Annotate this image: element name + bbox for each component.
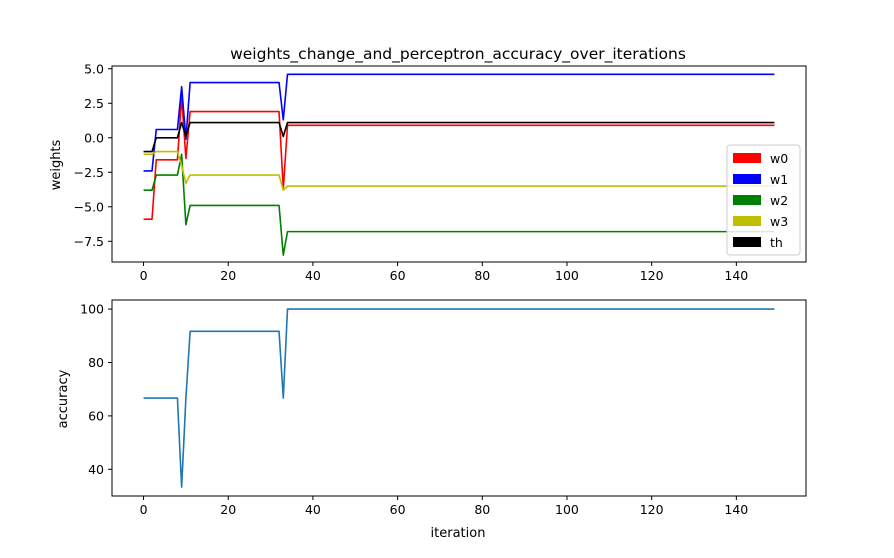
legend-label-w0: w0 xyxy=(770,151,788,166)
weights-series-th-line xyxy=(143,121,775,153)
weights-series-w3-line xyxy=(143,150,775,192)
weights-y-axis-label: weights xyxy=(49,139,64,190)
accuracy-x-tick-label: 60 xyxy=(390,502,406,517)
weights-x-tick-label: 0 xyxy=(140,268,148,283)
accuracy-y-tick-label: 60 xyxy=(88,408,104,423)
weights-series-w2-line xyxy=(143,153,775,256)
weights-x-tick-label: 100 xyxy=(555,268,579,283)
weights-y-tick-label: −7.5 xyxy=(74,234,104,249)
legend-label-th: th xyxy=(770,235,783,250)
legend-label-w2: w2 xyxy=(770,193,788,208)
accuracy-x-tick-label: 120 xyxy=(640,502,664,517)
weights-axes: 0 20 40 60 80 100 120 140 −7.5 −5.0 −2.5 0.0 2.5 5.0 w… xyxy=(74,61,807,283)
accuracy-plot-frame xyxy=(111,299,807,497)
weights-x-tick-label: 80 xyxy=(474,268,490,283)
accuracy-axes: 0 20 40 60 80 100 120 140 40 60 80 100 xyxy=(80,299,807,517)
legend-swatch-w2 xyxy=(733,195,761,205)
legend-swatch-w1 xyxy=(733,174,761,184)
weights-x-tick-label: 20 xyxy=(220,268,236,283)
legend-box xyxy=(726,144,801,256)
weights-x-tick-label: 60 xyxy=(390,268,406,283)
weights-y-tick-label: −2.5 xyxy=(74,165,104,180)
accuracy-x-tick-label: 20 xyxy=(220,502,236,517)
weights-y-tick-label: 0.0 xyxy=(84,130,104,145)
accuracy-x-tick-label: 80 xyxy=(474,502,490,517)
legend-swatch-w0 xyxy=(733,153,761,163)
accuracy-y-tick-label: 80 xyxy=(88,355,104,370)
weights-series-w0-line xyxy=(143,95,775,221)
weights-plot-frame xyxy=(111,65,807,263)
accuracy-y-tick-label: 40 xyxy=(88,462,104,477)
accuracy-x-tick-label: 40 xyxy=(305,502,321,517)
legend-swatch-w3 xyxy=(733,216,761,226)
weights-series-w1-line xyxy=(143,73,775,172)
legend-label-w3: w3 xyxy=(770,214,788,229)
accuracy-y-axis-label: accuracy xyxy=(56,369,71,428)
weights-y-tick-label: 2.5 xyxy=(84,96,104,111)
weights-y-tick-label: −5.0 xyxy=(74,199,104,214)
accuracy-x-tick-label: 140 xyxy=(724,502,748,517)
x-axis-label: iteration xyxy=(431,526,486,541)
legend: w0 w1 w2 w3 th xyxy=(726,144,801,256)
weights-x-tick-label: 140 xyxy=(724,268,748,283)
legend-swatch-th xyxy=(733,237,761,247)
legend-label-w1: w1 xyxy=(770,172,788,187)
accuracy-x-tick-label: 100 xyxy=(555,502,579,517)
accuracy-x-tick-label: 0 xyxy=(140,502,148,517)
accuracy-y-tick-label: 100 xyxy=(80,302,104,317)
chart-title: weights_change_and_perceptron_accuracy_o… xyxy=(230,45,686,64)
accuracy-series-line-line xyxy=(143,308,775,488)
weights-x-tick-label: 40 xyxy=(305,268,321,283)
weights-x-tick-label: 120 xyxy=(640,268,664,283)
weights-y-tick-label: 5.0 xyxy=(84,61,104,76)
